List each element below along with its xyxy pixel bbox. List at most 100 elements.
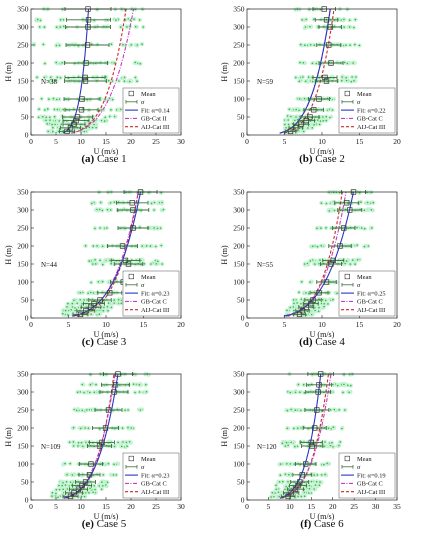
scatter-point (153, 201, 156, 204)
panel-caption-text: Case 1 (94, 153, 126, 165)
scatter-point (101, 209, 104, 212)
scatter-point (47, 130, 49, 133)
scatter-point (45, 116, 47, 119)
scatter-point (42, 116, 44, 118)
scatter-point (296, 302, 299, 304)
scatter-point (77, 441, 80, 444)
legend-label-aij: AIJ-Cat III (141, 124, 169, 131)
scatter-point (62, 482, 64, 484)
scatter-point (317, 310, 320, 313)
scatter-point (156, 227, 159, 230)
scatter-point (291, 123, 294, 125)
x-tick-label: 15 (308, 502, 316, 511)
scatter-point (297, 495, 299, 498)
x-tick-label: 15 (356, 320, 364, 329)
y-tick-label: 50 (237, 296, 245, 305)
scatter-point (346, 62, 349, 65)
scatter-point (54, 79, 57, 82)
scatter-point (285, 485, 287, 488)
scatter-point (153, 227, 155, 229)
scatter-point (318, 298, 320, 300)
scatter-point (98, 485, 100, 487)
scatter-point (106, 208, 109, 211)
scatter-point (300, 409, 302, 412)
scatter-point (325, 119, 328, 122)
scatter-point (113, 302, 115, 304)
scatter-point (282, 480, 284, 483)
scatter-point (287, 123, 290, 126)
scatter-point (284, 445, 287, 447)
scatter-point (55, 488, 58, 491)
scatter-point (44, 109, 46, 111)
scatter-point (299, 43, 302, 46)
scatter-point (53, 108, 56, 111)
scatter-point (72, 441, 75, 443)
y-tick-label: 50 (237, 113, 245, 122)
x-tick-label: 5 (267, 502, 271, 511)
scatter-point (320, 227, 322, 229)
scatter-point (351, 259, 354, 261)
x-tick-label: 20 (393, 320, 401, 329)
scatter-point (295, 76, 297, 79)
scatter-point (117, 441, 119, 444)
scatter-point (111, 98, 114, 101)
scatter-point (64, 462, 66, 465)
scatter-point (347, 384, 349, 387)
scatter-point (94, 263, 97, 265)
x-tick-label: 20 (177, 320, 185, 329)
mean-marker (316, 96, 322, 102)
scatter-point (113, 299, 115, 301)
scatter-point (126, 26, 128, 28)
scatter-point (313, 123, 315, 126)
scatter-point (343, 18, 345, 21)
panel-caption-letter: (b) (299, 153, 313, 165)
scatter-point (36, 76, 38, 79)
scatter-point (294, 409, 297, 411)
scatter-point (356, 226, 358, 229)
scatter-point (122, 441, 124, 443)
scatter-point (332, 383, 334, 386)
scatter-point (336, 292, 338, 295)
scatter-point (38, 108, 40, 110)
fit-curve (62, 8, 90, 134)
x-tick-label: 15 (102, 137, 110, 146)
scatter-point (90, 313, 92, 316)
legend-label-fit: Fit: α=0.25 (357, 290, 386, 297)
scatter-point (155, 263, 158, 265)
scatter-point (75, 409, 78, 412)
scatter-point (71, 474, 74, 476)
x-tick-label: 15 (356, 137, 364, 146)
scatter-point (86, 409, 88, 411)
scatter-point (307, 127, 309, 129)
scatter-point (123, 76, 126, 79)
scatter-point (303, 495, 306, 498)
scatter-point (157, 260, 159, 263)
scatter-point (102, 474, 104, 476)
scatter-point (133, 18, 135, 21)
scatter-point (310, 313, 313, 316)
gb-curve (71, 8, 135, 134)
y-tick-label: 0 (25, 131, 29, 140)
scatter-point (62, 108, 65, 111)
scatter-point (45, 119, 47, 122)
scatter-point (290, 408, 292, 411)
scatter-point (304, 44, 306, 46)
scatter-point (294, 445, 296, 448)
scatter-point (102, 263, 104, 266)
scatter-point (56, 98, 58, 101)
scatter-point (61, 484, 63, 487)
scatter-point (142, 26, 144, 28)
x-tick-label: 20 (127, 137, 135, 146)
scatter-point (306, 262, 309, 265)
scatter-point (270, 496, 272, 498)
scatter-point (89, 391, 91, 394)
scatter-point (315, 62, 318, 65)
scatter-point (348, 26, 351, 28)
scatter-point (82, 445, 84, 448)
scatter-point (329, 409, 332, 411)
scatter-point (342, 391, 344, 394)
scatter-point (308, 492, 310, 494)
scatter-point (338, 444, 340, 447)
